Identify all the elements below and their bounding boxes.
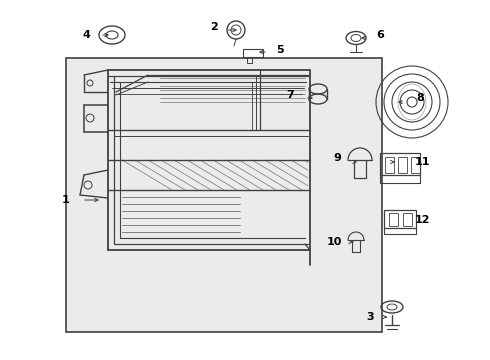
Text: 1: 1 xyxy=(62,195,70,205)
Bar xyxy=(403,213,412,226)
Bar xyxy=(243,49,263,57)
Bar xyxy=(398,157,407,173)
Text: 11: 11 xyxy=(414,157,430,167)
Text: 8: 8 xyxy=(416,93,424,103)
Text: 12: 12 xyxy=(414,215,430,225)
Bar xyxy=(411,157,420,173)
Bar xyxy=(385,157,394,173)
Text: 9: 9 xyxy=(333,153,341,163)
Bar xyxy=(389,213,398,226)
Text: 5: 5 xyxy=(276,45,284,55)
Text: 4: 4 xyxy=(82,30,90,40)
Text: 6: 6 xyxy=(376,30,384,40)
Text: 2: 2 xyxy=(210,22,218,32)
Text: 10: 10 xyxy=(326,237,342,247)
Bar xyxy=(66,58,382,332)
Text: 3: 3 xyxy=(366,312,374,322)
Bar xyxy=(380,153,420,175)
Bar xyxy=(247,57,252,63)
Text: 7: 7 xyxy=(286,90,294,100)
Bar xyxy=(384,210,416,228)
